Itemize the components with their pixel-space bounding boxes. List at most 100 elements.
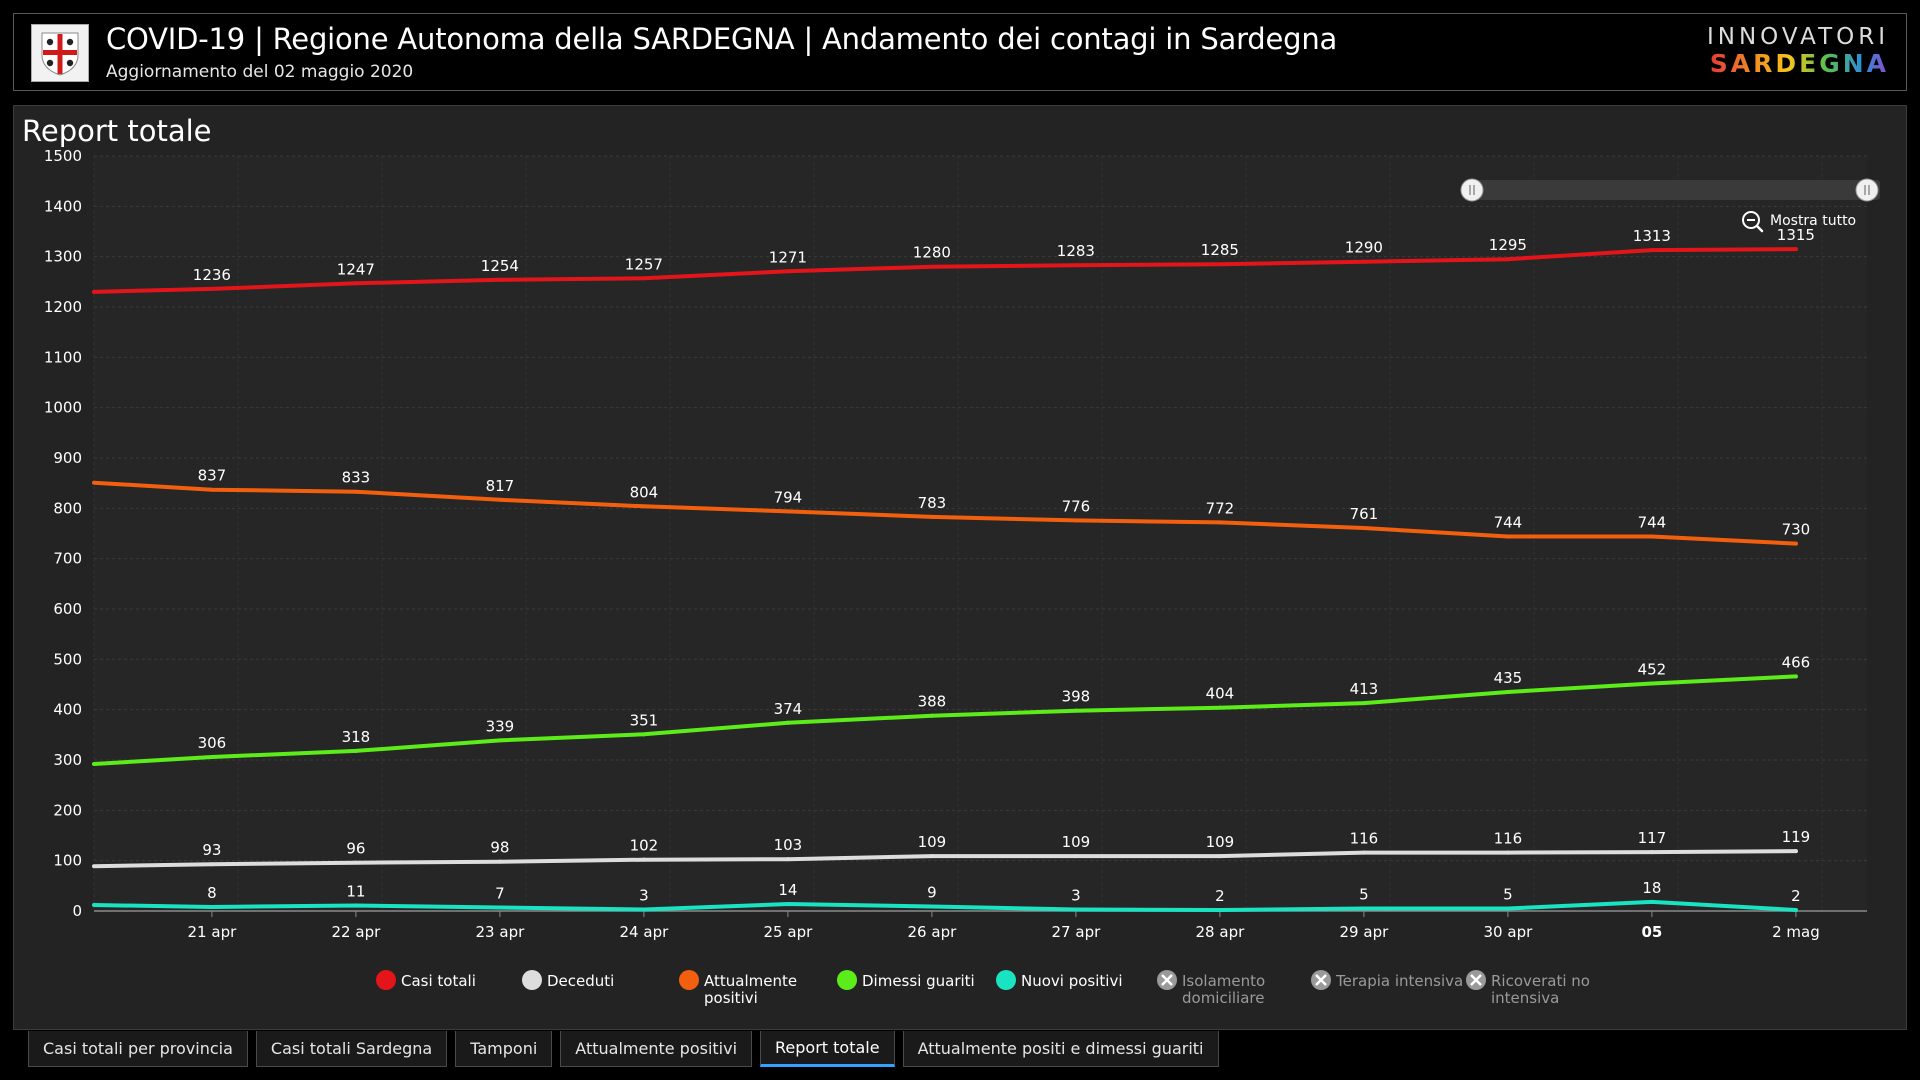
- data-point[interactable]: [1361, 701, 1366, 706]
- y-tick-label: 800: [53, 499, 82, 517]
- data-point[interactable]: [641, 857, 646, 862]
- tab-casi-totali-per-provincia[interactable]: Casi totali per provincia: [28, 1031, 248, 1067]
- data-label: 466: [1782, 653, 1811, 671]
- legend-label: Nuovi positivi: [1021, 972, 1123, 990]
- x-tick-label: 05: [1641, 923, 1662, 941]
- data-point[interactable]: [641, 504, 646, 509]
- data-point[interactable]: [929, 904, 934, 909]
- data-point[interactable]: [1073, 263, 1078, 268]
- legend-item-deceduti[interactable]: Deceduti: [522, 970, 614, 990]
- data-point[interactable]: [785, 857, 790, 862]
- data-point[interactable]: [1361, 525, 1366, 530]
- legend-item-terapia-intensiva[interactable]: Terapia intensiva: [1311, 970, 1463, 990]
- data-label: 109: [1062, 833, 1091, 851]
- data-point[interactable]: [1793, 541, 1798, 546]
- tab-tamponi[interactable]: Tamponi: [455, 1031, 553, 1067]
- data-point[interactable]: [1649, 850, 1654, 855]
- data-label: 14: [778, 881, 797, 899]
- data-point[interactable]: [1505, 257, 1510, 262]
- data-point[interactable]: [353, 281, 358, 286]
- range-scrollbar-track[interactable]: [1472, 180, 1880, 200]
- data-point[interactable]: [1505, 906, 1510, 911]
- chart-panel: Report totale 0 100 200 300 400 500 600 700 800 9…: [13, 105, 1907, 1030]
- data-point[interactable]: [353, 748, 358, 753]
- data-point[interactable]: [929, 854, 934, 859]
- data-label: 93: [202, 841, 221, 859]
- data-point[interactable]: [353, 860, 358, 865]
- legend-item-dimessi-guariti[interactable]: Dimessi guariti: [837, 970, 975, 990]
- y-tick-label: 1400: [44, 197, 82, 215]
- data-point[interactable]: [1217, 705, 1222, 710]
- tab-attualmente-positivi[interactable]: Attualmente positivi: [560, 1031, 753, 1067]
- data-point[interactable]: [1649, 248, 1654, 253]
- data-point[interactable]: [1649, 899, 1654, 904]
- data-point[interactable]: [785, 901, 790, 906]
- data-label: 1257: [625, 255, 663, 273]
- legend-label: positivi: [704, 989, 758, 1007]
- data-point[interactable]: [209, 904, 214, 909]
- data-point[interactable]: [785, 269, 790, 274]
- data-point[interactable]: [1073, 854, 1078, 859]
- data-point[interactable]: [497, 905, 502, 910]
- data-point[interactable]: [1217, 854, 1222, 859]
- data-label: 1271: [769, 248, 807, 266]
- data-point[interactable]: [1793, 674, 1798, 679]
- data-point[interactable]: [1217, 520, 1222, 525]
- data-label: 1315: [1777, 226, 1815, 244]
- data-point[interactable]: [497, 277, 502, 282]
- data-point[interactable]: [1217, 262, 1222, 267]
- data-point[interactable]: [209, 487, 214, 492]
- y-tick-label: 100: [53, 852, 82, 870]
- data-point[interactable]: [1649, 534, 1654, 539]
- data-point[interactable]: [1649, 681, 1654, 686]
- data-point[interactable]: [353, 903, 358, 908]
- data-point[interactable]: [1793, 247, 1798, 252]
- data-point[interactable]: [497, 497, 502, 502]
- data-point[interactable]: [929, 514, 934, 519]
- data-point[interactable]: [1361, 906, 1366, 911]
- data-point[interactable]: [209, 862, 214, 867]
- x-tick-label: 23 apr: [476, 923, 526, 941]
- data-point[interactable]: [1793, 907, 1798, 912]
- legend-item-nuovi-positivi[interactable]: Nuovi positivi: [996, 970, 1123, 990]
- data-point[interactable]: [929, 264, 934, 269]
- data-point[interactable]: [497, 738, 502, 743]
- data-point[interactable]: [929, 713, 934, 718]
- range-handle-right[interactable]: [1855, 178, 1879, 202]
- data-point[interactable]: [1073, 907, 1078, 912]
- zoom-out-icon: [1742, 211, 1760, 229]
- data-point[interactable]: [1793, 849, 1798, 854]
- zoom-out-button[interactable]: Mostra tutto: [1742, 211, 1856, 233]
- tab-casi-totali-sardegna[interactable]: Casi totali Sardegna: [255, 1031, 448, 1067]
- data-point[interactable]: [1073, 708, 1078, 713]
- data-point[interactable]: [641, 276, 646, 281]
- legend-item-casi-totali[interactable]: Casi totali: [376, 970, 476, 990]
- data-point[interactable]: [785, 509, 790, 514]
- data-point[interactable]: [1361, 259, 1366, 264]
- data-point[interactable]: [785, 720, 790, 725]
- data-point[interactable]: [209, 754, 214, 759]
- data-point[interactable]: [641, 907, 646, 912]
- data-label: 18: [1642, 879, 1661, 897]
- tab-attualmente-positi-e-dimessi-guariti[interactable]: Attualmente positi e dimessi guariti: [902, 1031, 1219, 1067]
- data-point[interactable]: [353, 489, 358, 494]
- tab-report-totale[interactable]: Report totale: [760, 1031, 895, 1067]
- data-point[interactable]: [1361, 850, 1366, 855]
- data-point[interactable]: [641, 732, 646, 737]
- data-label: 772: [1206, 499, 1235, 517]
- data-point[interactable]: [497, 859, 502, 864]
- data-label: 2: [1215, 887, 1225, 905]
- legend-label: Terapia intensiva: [1335, 972, 1463, 990]
- data-point[interactable]: [1073, 518, 1078, 523]
- data-label: 109: [918, 833, 947, 851]
- data-point[interactable]: [1505, 690, 1510, 695]
- range-handle-left[interactable]: [1460, 178, 1484, 202]
- data-label: 7: [495, 884, 505, 902]
- data-point[interactable]: [209, 286, 214, 291]
- data-point[interactable]: [1505, 534, 1510, 539]
- data-point[interactable]: [1505, 850, 1510, 855]
- data-point[interactable]: [1217, 907, 1222, 912]
